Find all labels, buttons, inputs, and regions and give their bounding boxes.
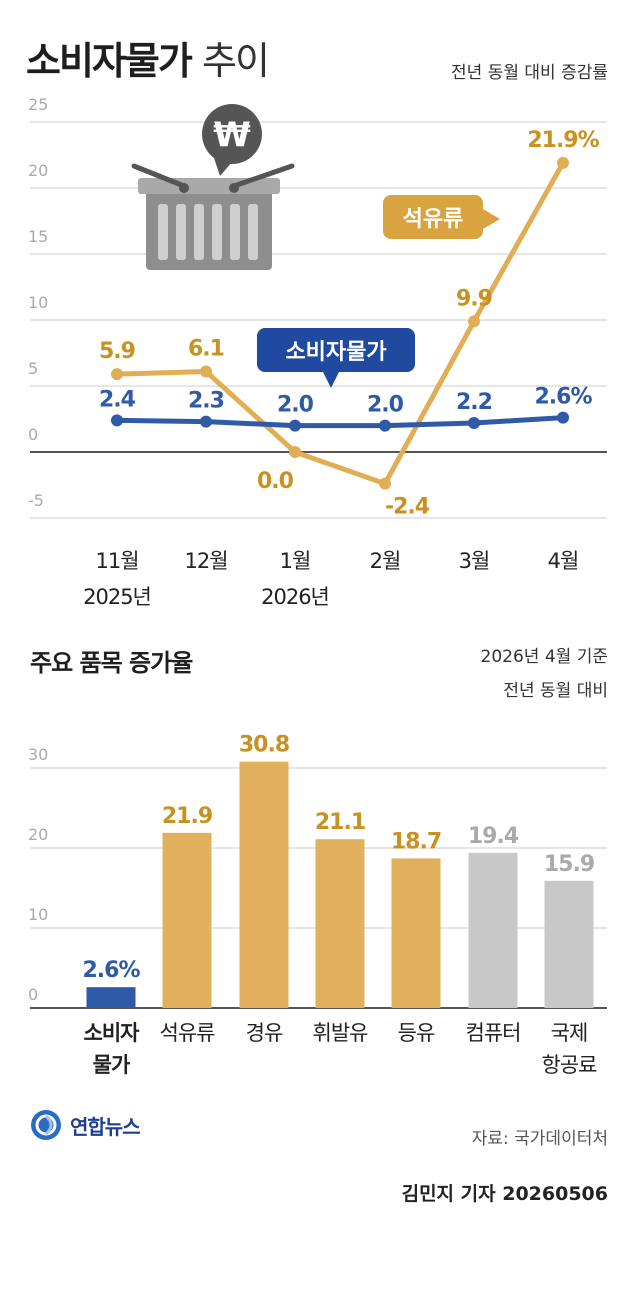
byline: 김민지 기자 20260506 <box>401 1183 608 1205</box>
y-tick-label: 10 <box>28 905 48 924</box>
bar-value-label: 18.7 <box>391 829 441 854</box>
won-icon: ₩ <box>202 104 262 176</box>
x-tick-label: 2025년 <box>83 585 151 609</box>
x-tick-label: 11월 <box>95 549 138 573</box>
bar-chart: 30 20 10 0 2.6% 21.9 30.8 21.1 18.7 19.4 15.9 소비자… <box>28 733 607 1077</box>
data-label-oil: 0.0 <box>257 469 294 494</box>
category-label: 경유 <box>246 1021 283 1045</box>
x-tick-label: 1월 <box>280 549 311 573</box>
data-point <box>111 368 123 381</box>
bar-value-label: 19.4 <box>468 824 519 849</box>
data-point <box>468 416 480 429</box>
data-point <box>379 477 391 490</box>
series-line <box>116 415 564 429</box>
bar <box>162 832 212 1008</box>
bar-value-label: 21.9 <box>162 804 212 829</box>
page-title: 소비자물가 추이 <box>26 30 270 85</box>
category-label: 소비자 <box>84 1021 141 1045</box>
category-label: 항공료 <box>542 1053 598 1077</box>
y-tick-label: 20 <box>28 161 48 180</box>
bar <box>544 880 594 1008</box>
bar <box>315 839 365 1008</box>
bar-chart-note-basis: 전년 동월 대비 <box>503 681 608 701</box>
x-tick-label: 2월 <box>370 549 401 573</box>
y-tick-label: 5 <box>28 359 38 378</box>
line-chart: 25 20 15 10 5 0 -5 ₩ 석유류 소비자물가 2.4 2.3 2.0 2.0 2.2… <box>28 95 607 609</box>
yonhap-logo-icon <box>31 1110 61 1140</box>
bar-chart-title: 주요 품목 증가율 <box>30 649 193 677</box>
data-point <box>289 419 301 432</box>
data-label-cpi: 2.0 <box>277 393 314 418</box>
data-label-cpi: 2.0 <box>367 393 404 418</box>
line-chart-note: 전년 동월 대비 증감률 <box>451 63 608 83</box>
y-tick-label: 0 <box>28 425 38 444</box>
category-label: 물가 <box>93 1053 131 1077</box>
yonhap-logo: 연합뉴스 <box>30 1109 141 1141</box>
y-tick-label: 10 <box>28 293 48 312</box>
data-point <box>289 446 301 458</box>
bar <box>391 858 441 1008</box>
y-tick-label: 20 <box>28 825 48 844</box>
logo-text: 연합뉴스 <box>70 1114 141 1139</box>
data-point <box>111 414 123 427</box>
data-point <box>557 156 569 169</box>
bar <box>468 852 518 1008</box>
data-label-oil: 21.9% <box>527 128 599 153</box>
y-tick-label: -5 <box>28 491 44 510</box>
x-tick-label: 3월 <box>459 549 490 573</box>
callout-cpi: 소비자물가 <box>257 328 415 388</box>
data-point <box>468 315 480 328</box>
source-note: 자료: 국가데이터처 <box>471 1129 608 1149</box>
y-tick-label: 25 <box>28 95 48 114</box>
callout-oil: 석유류 <box>383 195 500 239</box>
data-point <box>379 419 391 432</box>
svg-text:석유류: 석유류 <box>403 207 464 232</box>
data-label-oil: 6.1 <box>188 336 224 361</box>
data-point <box>200 365 212 378</box>
data-label-cpi: 2.3 <box>188 389 224 414</box>
svg-text:소비자물가: 소비자물가 <box>285 340 386 365</box>
category-label: 석유류 <box>160 1021 216 1045</box>
x-tick-label: 2026년 <box>261 585 329 609</box>
bar-value-label: 21.1 <box>315 810 365 835</box>
category-label: 컴퓨터 <box>466 1021 521 1045</box>
bar-value-label: 2.6% <box>82 958 140 983</box>
title-main-text: 소비자물가 <box>26 39 193 83</box>
data-point <box>200 415 212 428</box>
category-label: 등유 <box>398 1021 435 1045</box>
data-label-oil: 5.9 <box>99 339 135 364</box>
title-suffix: 추이 <box>202 39 270 83</box>
bar-value-label: 15.9 <box>544 852 594 877</box>
data-point <box>557 411 569 424</box>
x-tick-label: 4월 <box>548 549 579 573</box>
data-label-cpi: 2.2 <box>456 390 492 415</box>
svg-text:₩: ₩ <box>213 115 251 155</box>
bar-value-label: 30.8 <box>239 733 289 758</box>
bar <box>239 761 289 1008</box>
series-line <box>116 161 566 487</box>
data-label-oil: -2.4 <box>385 495 430 520</box>
x-tick-label: 12월 <box>184 549 227 573</box>
basket-icon <box>131 163 295 270</box>
y-tick-label: 15 <box>28 227 48 246</box>
data-label-oil: 9.9 <box>456 286 492 311</box>
category-label: 국제 <box>551 1021 588 1045</box>
bar <box>86 987 136 1008</box>
data-label-cpi: 2.4 <box>99 387 136 412</box>
y-tick-label: 30 <box>28 745 48 764</box>
y-tick-label: 0 <box>28 985 38 1004</box>
category-label: 휘발유 <box>313 1021 369 1045</box>
bar-chart-note-date: 2026년 4월 기준 <box>480 647 608 667</box>
data-label-cpi: 2.6% <box>534 385 592 410</box>
